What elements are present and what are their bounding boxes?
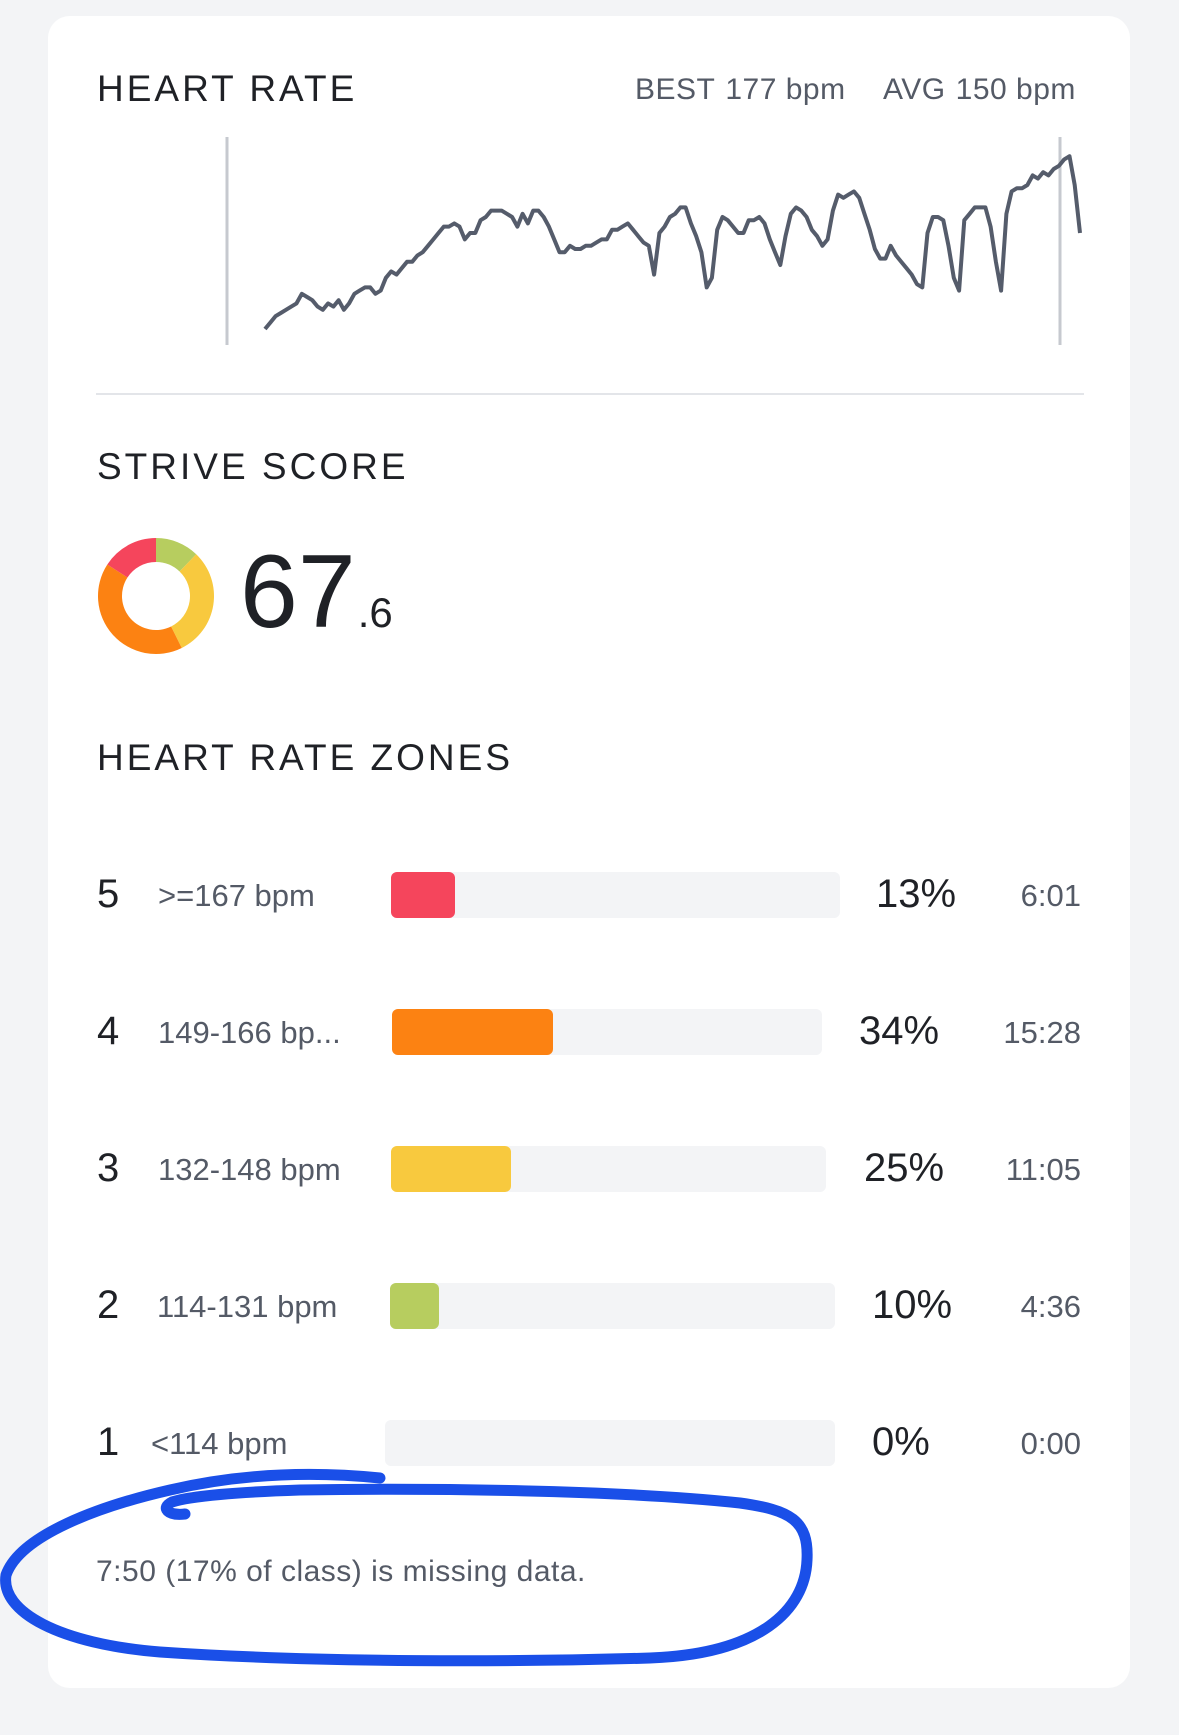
heart-rate-title: HEART RATE — [97, 68, 358, 109]
zone-row-4: 4 149-166 bp... 34% 15:28 — [0, 1007, 1179, 1057]
zone-row-2: 2 114-131 bpm 10% 4:36 — [0, 1281, 1179, 1331]
zone-number: 2 — [97, 1283, 120, 1327]
zone-number: 3 — [97, 1146, 120, 1190]
zone-number: 1 — [97, 1420, 120, 1464]
zone-percent: 25% — [864, 1146, 945, 1190]
zone-row-3: 3 132-148 bpm 25% 11:05 — [0, 1144, 1179, 1194]
donut-segment-zone-2 — [156, 538, 197, 572]
best-heart-rate: BEST 177 bpm — [635, 73, 846, 107]
zone-range: 114-131 bpm — [157, 1289, 338, 1324]
best-label: BEST — [635, 73, 716, 106]
zone-bar-fill — [390, 1283, 439, 1329]
score-integer: 67 — [240, 534, 356, 650]
zone-percent: 13% — [876, 872, 957, 916]
heart-rate-series-line — [263, 154, 1082, 331]
missing-data-note: 7:50 (17% of class) is missing data. — [96, 1555, 586, 1588]
strive-score-title: STRIVE SCORE — [97, 446, 409, 487]
donut-segment-zone-4 — [97, 564, 182, 655]
score-decimal: .6 — [357, 589, 393, 636]
heart-rate-chart — [225, 137, 1082, 345]
zone-row-5: 5 >=167 bpm 13% 6:01 — [0, 870, 1179, 920]
zone-range: 149-166 bp... — [158, 1015, 341, 1050]
donut-segment-zone-5 — [107, 538, 156, 578]
avg-value: 150 bpm — [955, 73, 1076, 106]
zone-time: 6:01 — [1020, 878, 1081, 913]
zone-number: 4 — [97, 1009, 120, 1053]
avg-heart-rate: AVG 150 bpm — [883, 73, 1076, 107]
zone-time: 11:05 — [1005, 1152, 1081, 1187]
zone-row-1: 1 <114 bpm 0% 0:00 — [0, 1418, 1179, 1468]
avg-label: AVG — [883, 73, 946, 106]
zone-bar-fill — [392, 1009, 553, 1055]
zone-time: 0:00 — [1020, 1426, 1081, 1461]
heart-rate-zones-title: HEART RATE ZONES — [97, 737, 514, 778]
donut-segment-zone-3 — [171, 554, 215, 648]
strive-score-value: 67.6 — [240, 540, 393, 644]
zone-percent: 34% — [859, 1009, 940, 1053]
zone-time: 15:28 — [1003, 1015, 1081, 1050]
zone-range: >=167 bpm — [158, 878, 315, 913]
zone-percent: 0% — [872, 1420, 930, 1464]
strive-score-donut — [97, 538, 215, 655]
zone-percent: 10% — [872, 1283, 953, 1327]
zone-range: <114 bpm — [151, 1426, 288, 1461]
zone-bar-fill — [391, 872, 456, 918]
zone-bar-track — [391, 1146, 826, 1192]
zone-time: 4:36 — [1020, 1289, 1081, 1324]
zone-bar-track — [392, 1009, 822, 1055]
zone-range: 132-148 bpm — [158, 1152, 341, 1187]
zone-number: 5 — [97, 872, 120, 916]
best-value: 177 bpm — [725, 73, 846, 106]
zone-bar-fill — [391, 1146, 511, 1192]
zone-bar-track — [385, 1420, 835, 1466]
zone-bar-track — [391, 872, 840, 918]
zone-bar-track — [390, 1283, 835, 1329]
section-divider — [96, 393, 1084, 395]
